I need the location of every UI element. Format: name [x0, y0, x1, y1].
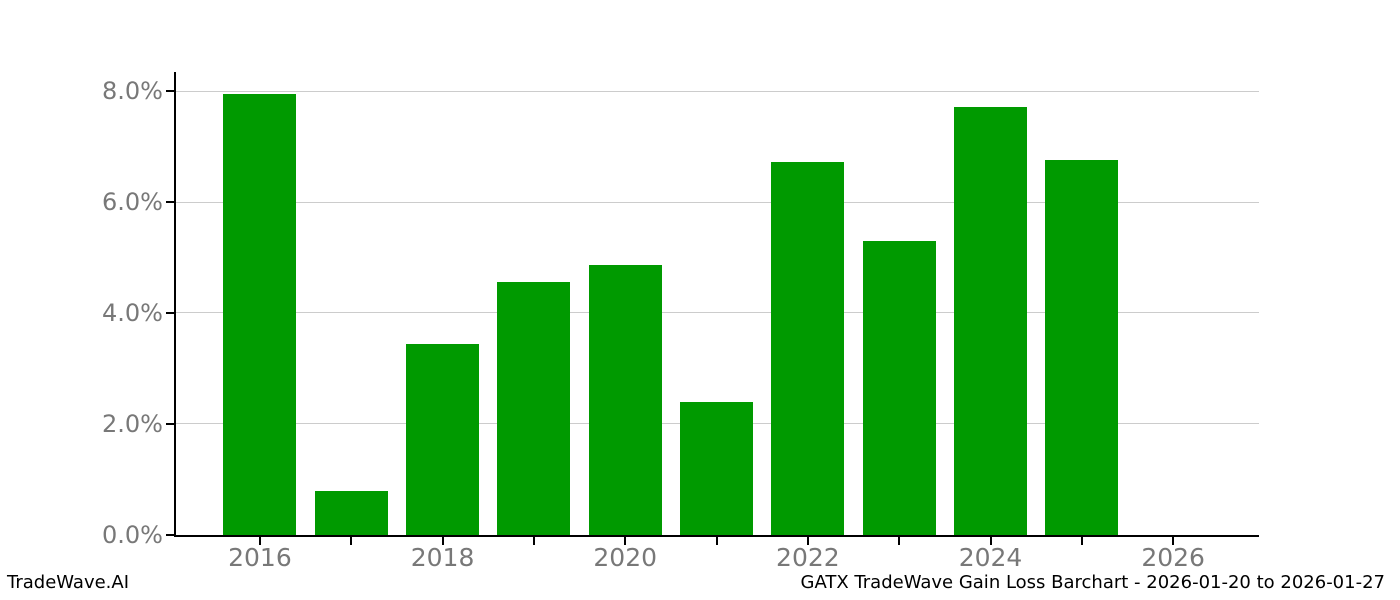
- gridline-6.0%: [175, 201, 1259, 203]
- bar-2023: [863, 240, 936, 535]
- bar-2025: [1045, 160, 1118, 535]
- y-tick-label-0.0%: 0.0%: [102, 521, 163, 549]
- y-tick-mark: [166, 90, 175, 93]
- y-tick-mark: [166, 312, 175, 315]
- bar-2018: [406, 344, 479, 535]
- x-tick-label-2020: 2020: [593, 543, 658, 572]
- bar-2021: [680, 402, 753, 535]
- x-tick-mark-2026: [1172, 537, 1175, 545]
- x-tick-label-2024: 2024: [958, 543, 1023, 572]
- x-tick-mark-2022: [806, 537, 809, 545]
- x-tick-label-2018: 2018: [410, 543, 475, 572]
- x-tick-mark-2016: [258, 537, 261, 545]
- y-tick-label-4.0%: 4.0%: [102, 299, 163, 328]
- x-tick-mark-2018: [441, 537, 444, 545]
- x-tick-label-2026: 2026: [1141, 543, 1205, 572]
- x-tick-mark-2025: [1080, 537, 1083, 545]
- y-tick-label-6.0%: 6.0%: [102, 188, 163, 217]
- gridline-4.0%: [175, 312, 1259, 314]
- y-tick-label-8.0%: 8.0%: [102, 77, 163, 106]
- y-tick-mark: [166, 201, 175, 204]
- chart-title: GATX TradeWave Gain Loss Barchart - 2026…: [800, 572, 1385, 593]
- x-tick-label-2016: 2016: [228, 543, 292, 572]
- y-tick-label-2.0%: 2.0%: [102, 410, 163, 439]
- bar-2024: [954, 107, 1027, 535]
- bar-2016: [223, 93, 296, 535]
- x-tick-mark-2020: [624, 537, 627, 545]
- y-tick-mark: [166, 534, 175, 536]
- x-tick-mark-2019: [532, 537, 535, 545]
- x-tick-label-2022: 2022: [776, 543, 840, 572]
- watermark-tradewave: TradeWave.AI: [7, 572, 130, 593]
- x-tick-mark-2023: [898, 537, 901, 545]
- gridline-8.0%: [175, 90, 1259, 92]
- bar-2022: [771, 162, 844, 535]
- x-tick-mark-2024: [989, 537, 992, 545]
- x-tick-mark-2021: [715, 537, 718, 545]
- y-tick-mark: [166, 423, 175, 426]
- y-axis-spine: [174, 72, 176, 537]
- bar-2020: [589, 264, 662, 535]
- bar-2019: [497, 282, 570, 535]
- x-tick-mark-2017: [350, 537, 353, 545]
- bar-2017: [315, 491, 388, 535]
- x-axis-spine: [174, 535, 1259, 537]
